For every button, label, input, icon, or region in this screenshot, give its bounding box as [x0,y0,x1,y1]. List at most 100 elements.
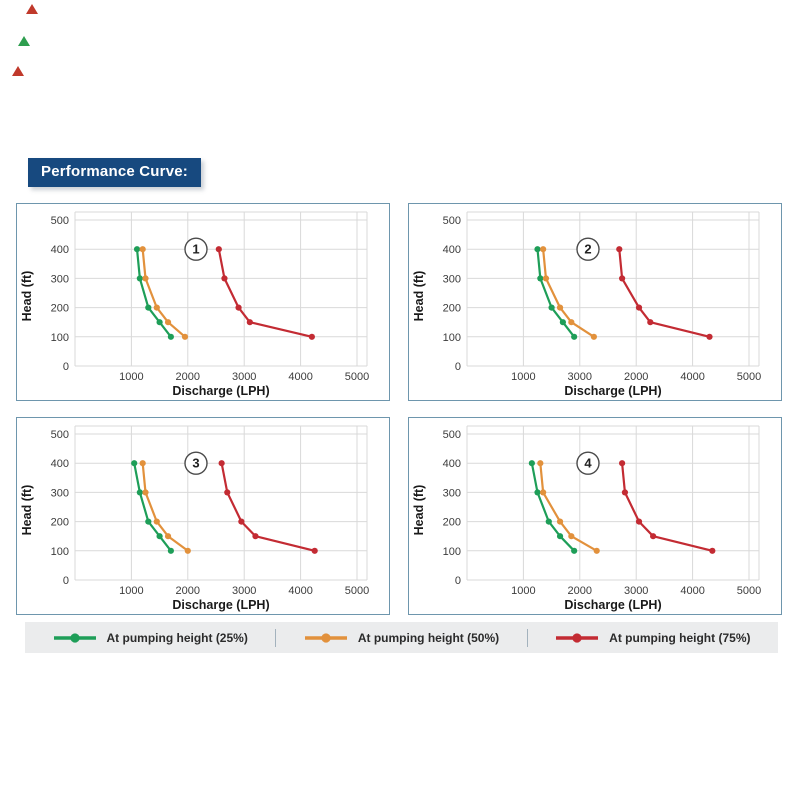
data-point [235,304,242,311]
legend-item-25: At pumping height (25%) [25,631,275,645]
data-point [650,533,657,540]
data-point [556,533,564,540]
y-axis-title: Head (ft) [20,485,34,536]
data-point [224,489,231,496]
data-point [556,518,564,525]
y-tick-label: 300 [51,273,69,285]
data-point [142,489,149,496]
corner-marks [12,4,38,76]
x-tick-label: 2000 [176,371,200,383]
data-point [635,518,643,525]
legend-item-50: At pumping height (50%) [276,631,526,645]
data-point [568,319,575,326]
data-point [537,275,544,282]
legend-label-50: At pumping height (50%) [357,630,500,645]
data-point [221,275,228,282]
series-line-0 [530,462,576,552]
data-point [568,533,575,540]
y-tick-label: 400 [443,458,461,470]
data-point [556,304,564,311]
y-tick-label: 500 [443,215,461,227]
y-tick-label: 500 [443,429,461,441]
y-axis-title: Head (ft) [412,271,426,322]
series-line-2 [618,248,711,338]
page-title: Performance Curve: [41,163,188,180]
data-point [311,547,318,554]
data-point [184,547,191,554]
data-point [156,533,163,540]
y-tick-label: 300 [51,487,69,499]
data-point [534,489,541,496]
chart-panel-2: 500 400 300 200 100 0 1000 3000 2000 4000 5000 Disc… [408,203,782,401]
gridlines [74,211,368,367]
x-tick-label: 4000 [288,585,312,597]
series-line-2 [217,248,313,338]
data-point [619,275,626,282]
series-line-1 [141,462,189,552]
x-tick-label: 4000 [288,371,312,383]
data-point [139,460,146,467]
x-axis-title: Discharge (LPH) [564,598,661,612]
chart-number-circle [576,451,600,475]
data-point [139,246,146,253]
data-point [537,460,544,467]
y-tick-label: 200 [443,517,461,529]
x-tick-label: 1000 [511,371,535,383]
y-axis-title: Head (ft) [20,271,34,322]
data-point [164,533,172,540]
x-tick-label: 3000 [624,585,648,597]
y-tick-label: 100 [51,546,69,558]
y-tick-label: 300 [443,487,461,499]
data-point [156,319,163,326]
legend-label-75: At pumping height (75%) [609,630,751,645]
chart-number-circle [576,237,600,261]
x-tick-label: 3000 [568,371,592,383]
legend-separator [526,628,528,647]
x-tick-label: 3000 [232,371,256,383]
data-point [590,333,597,340]
data-point [145,518,152,525]
y-tick-label: 0 [455,575,461,587]
x-tick-label: 2000 [176,585,200,597]
legend-separator [275,628,277,647]
y-tick-label: 500 [51,215,69,227]
data-point [181,333,189,340]
data-point [706,333,713,340]
x-tick-label: 5000 [737,371,761,383]
y-tick-label: 100 [51,332,69,344]
chart-number: 4 [584,456,592,471]
y-tick-label: 200 [51,517,69,529]
data-point [559,319,566,326]
data-point [145,304,152,311]
data-point [528,460,535,467]
legend-bar: At pumping height (25%) At pumping heigh… [25,622,778,653]
chart-panel-3: 500 400 300 200 100 0 1000 2000 3000 4000 5000 Disc… [16,417,390,615]
gridlines [466,211,760,367]
chart-number-circle [184,237,208,261]
data-point [167,333,174,340]
y-tick-label: 400 [443,244,461,256]
data-point [252,533,259,540]
x-tick-label: 1000 [511,585,535,597]
legend-item-75: At pumping height (75%) [528,631,778,645]
chart-number: 2 [584,242,591,257]
data-point [142,275,149,282]
series-line-2 [621,462,714,552]
y-axis-title: Head (ft) [412,485,426,536]
chart-panel-4: 500 400 300 200 100 0 1000 2000 3000 4000 5000 Disc… [408,417,782,615]
gridlines [466,425,760,581]
data-point [136,489,143,496]
data-point [153,518,160,525]
y-tick-label: 400 [51,244,69,256]
y-tick-label: 0 [63,361,69,373]
y-tick-label: 0 [63,575,69,587]
data-point [548,304,555,311]
x-axis-title: Discharge (LPH) [172,384,269,398]
series-line-1 [542,248,595,338]
y-tick-label: 100 [443,332,461,344]
data-point [571,333,578,340]
legend-marker-red-icon [556,632,599,643]
x-tick-label: 5000 [737,585,761,597]
